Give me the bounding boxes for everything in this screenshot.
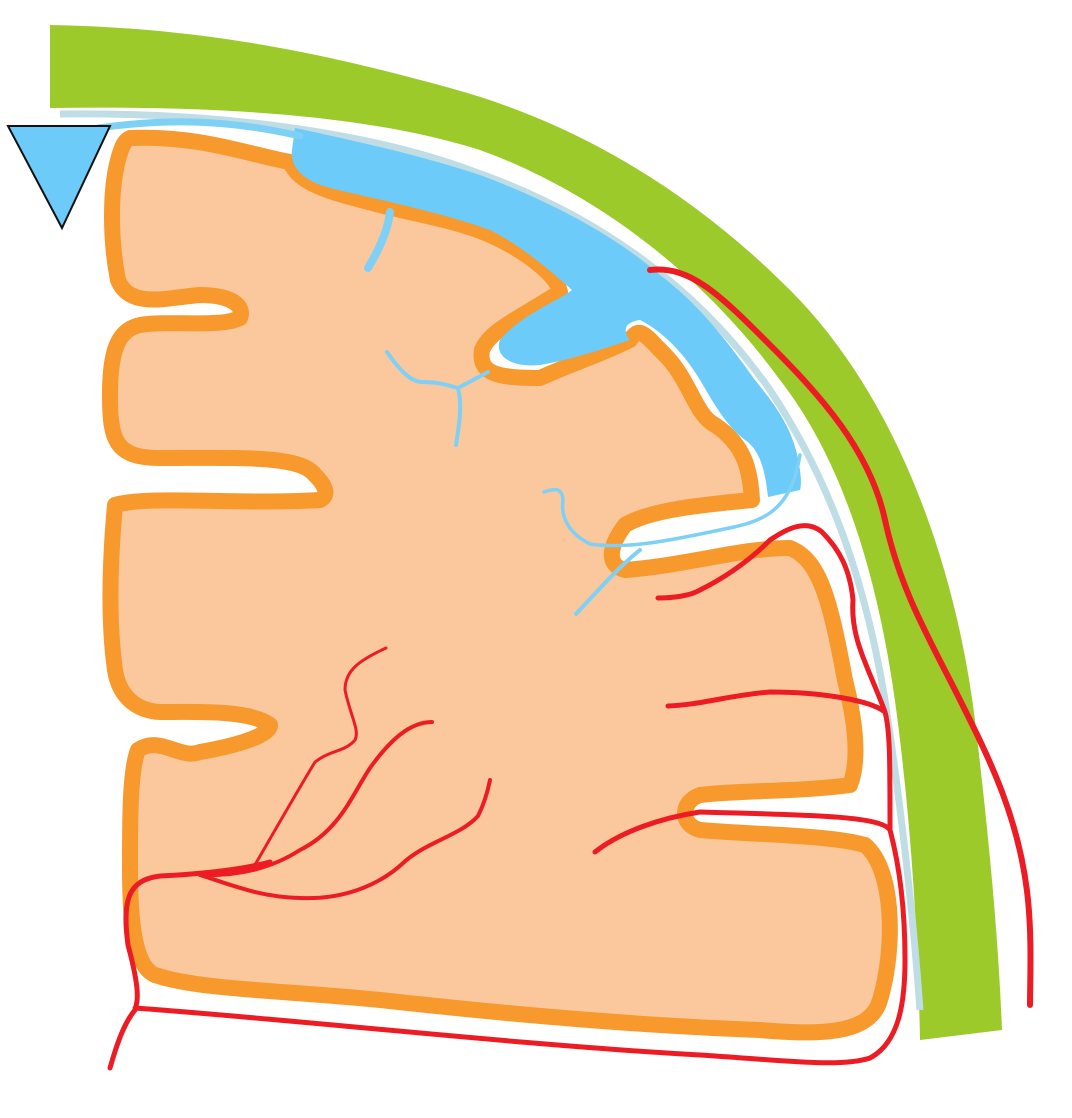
cortical-vein-2	[385, 350, 490, 447]
penetrating-arteries	[198, 646, 492, 901]
membrane-line	[59, 110, 924, 1011]
venous-sinus	[291, 128, 801, 497]
cortical-vein-4	[574, 548, 642, 616]
venous-channel	[94, 118, 304, 140]
penetrating-artery-1	[250, 646, 388, 872]
cortical-vein-1	[364, 208, 394, 272]
penetrating-artery-2	[198, 720, 492, 901]
venous-triangle-marker	[6, 125, 112, 231]
inner-artery-loop	[107, 523, 908, 1071]
cortical-vein-3	[542, 453, 802, 548]
cortical-veins	[364, 208, 802, 616]
outer-artery	[647, 266, 1034, 1008]
skull-band	[50, 25, 1002, 1040]
cortex-folds	[102, 129, 898, 1041]
